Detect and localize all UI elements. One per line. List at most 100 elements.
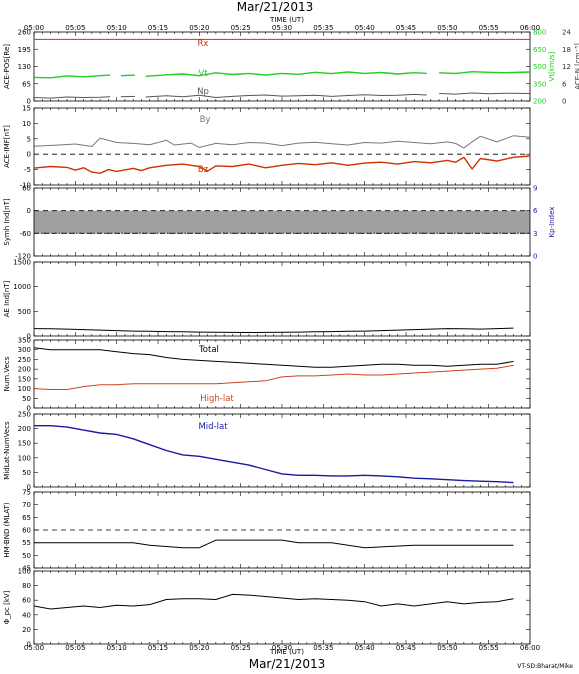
right-y-tick-label: 800 (533, 29, 546, 37)
series-line-phipc (33, 593, 514, 610)
series-label-total: Total (198, 345, 219, 355)
bottom-time-tick-label: 05:00 (24, 644, 44, 652)
right-y-tick-label: 3 (533, 230, 537, 238)
right-axis-label: Kp-Index (548, 207, 556, 238)
right-y-tick-label: 9 (533, 185, 537, 193)
y-axis-label: MidLat-NumVecs (3, 421, 11, 480)
y-tick-label: 60 (22, 185, 31, 193)
y-tick-label: 100 (18, 568, 31, 576)
y-tick-label: 15 (22, 105, 31, 113)
panel-frame (33, 570, 531, 645)
panel-ace-pos: 260195130650ACE-POS[Re]800650500350200Vt… (3, 29, 579, 106)
credit-label: VT-SD:Bharat/Mike (517, 663, 573, 670)
panel-symh: 60 0 -60 -120 Symh Ind[nT] 9 6 3 0 Kp-Index (3, 185, 556, 261)
y-tick-label: 200 (18, 425, 31, 433)
bottom-time-tick-label: 05:35 (313, 644, 333, 652)
y-tick-label: 65 (22, 80, 31, 88)
y-tick-label: 195 (18, 46, 31, 54)
right2-y-tick-label: 18 (562, 46, 571, 54)
symh-band (34, 210, 530, 234)
y-axis-label: ACE-IMF[nT] (3, 125, 11, 168)
panels-group: 05:00 05:05 05:10 05:15 05:20 05:25 05:30 05:35… (3, 24, 579, 652)
y-tick-label: 0 (27, 207, 31, 215)
series-label-by: By (200, 115, 211, 125)
bottom-time-tick-label: 05:20 (189, 644, 209, 652)
y-tick-label: 150 (18, 375, 31, 383)
right-axis-label: Vt[km/s] (548, 51, 556, 81)
y-tick-label: 100 (18, 454, 31, 462)
panel-frame (33, 261, 531, 337)
panel-frame (33, 107, 531, 186)
y-tick-label: 250 (18, 411, 31, 419)
y-tick-label: 350 (18, 337, 31, 345)
y-tick-label: -5 (24, 166, 31, 174)
series-line-vt (145, 71, 427, 77)
y-tick-label: 260 (18, 29, 31, 37)
top-time-tick-label: 05:45 (396, 24, 416, 32)
y-tick-label: 200 (18, 366, 31, 374)
right-y-tick-label: 350 (533, 80, 546, 88)
y-tick-label: 10 (22, 120, 31, 128)
series-label-rx: Rx (198, 39, 209, 49)
series-line-bz (33, 155, 531, 175)
top-time-tick-label: 05:00 (24, 24, 44, 32)
y-tick-label: 1000 (13, 283, 31, 291)
right2-y-tick-label: 24 (562, 29, 571, 37)
y-axis-label: HM-BND (MLAT) (3, 502, 11, 558)
bottom-time-tick-label: 05:40 (355, 644, 375, 652)
y-axis-label: AE Ind[nT] (3, 280, 11, 317)
series-line-by (33, 135, 531, 149)
y-tick-label: 75 (22, 489, 31, 497)
bottom-time-tick-label: 05:15 (148, 644, 168, 652)
y-axis-label: Symh Ind[nT] (3, 198, 11, 245)
right2-y-tick-label: 0 (562, 98, 566, 106)
y-axis-label: Num.Vecs (3, 356, 11, 391)
y-tick-label: 0 (27, 405, 31, 413)
y-tick-label: 100 (18, 385, 31, 393)
top-time-tick-label: 05:35 (313, 24, 333, 32)
right-y-tick-label: 200 (533, 98, 546, 106)
y-tick-label: 50 (22, 552, 31, 560)
y-tick-label: 300 (18, 346, 31, 354)
panel-hm-bnd: 75 70 65 60 55 50 45 HM-BND (MLAT) (3, 489, 531, 573)
top-time-tick-label: 05:25 (231, 24, 251, 32)
series-line-hmbnd (34, 539, 514, 549)
y-tick-label: 150 (18, 440, 31, 448)
series-label-midlat: Mid-lat (198, 422, 228, 432)
series-label-vt: Vt (198, 69, 208, 79)
bottom-time-tick-label: 05:10 (107, 644, 127, 652)
y-tick-label: -60 (20, 230, 31, 238)
bottom-date-title: Mar/21/2013 (249, 657, 326, 671)
top-time-tick-label: 05:40 (355, 24, 375, 32)
bottom-time-tick-label: 05:45 (396, 644, 416, 652)
top-time-tick-label: 05:50 (437, 24, 457, 32)
y-tick-label: 80 (22, 582, 31, 590)
top-time-tick-label: 05:15 (148, 24, 168, 32)
series-line-highlat (33, 364, 514, 390)
series-label-bz: Bz (198, 165, 209, 175)
y-tick-label: 130 (18, 63, 31, 71)
y-tick-label: 0 (27, 641, 31, 649)
bottom-time-tick-label: 05:25 (231, 644, 251, 652)
bottom-time-tick-label: 06:00 (520, 644, 540, 652)
panel-ace-imf: 15 10 5 0 -5 -10 ACE-IMF[nT] (3, 105, 531, 190)
top-time-tick-label: 05:05 (65, 24, 85, 32)
y-tick-label: 0 (27, 484, 31, 492)
series-line-vt (120, 74, 135, 77)
y-tick-label: 60 (22, 527, 31, 535)
panel-midlat: 250 200 150 100 50 0 MidLat-NumVecs (3, 411, 531, 492)
y-tick-label: 20 (22, 626, 31, 634)
right2-y-tick-label: 12 (562, 63, 571, 71)
right2-y-tick-label: 6 (562, 80, 567, 88)
y-axis-label: ACE-POS[Re] (3, 44, 11, 89)
top-date-title: Mar/21/2013 (237, 0, 314, 14)
bottom-time-tick-label: 05:50 (437, 644, 457, 652)
series-line-vt (439, 70, 531, 75)
right2-axis-label: ACE-N [cm⁻³] (574, 43, 579, 90)
series-line-np (439, 92, 531, 95)
series-label-np: Np (197, 87, 209, 97)
top-time-tick-label: 05:10 (107, 24, 127, 32)
series-line-total (33, 347, 514, 368)
bottom-time-tick-label: 05:55 (479, 644, 499, 652)
